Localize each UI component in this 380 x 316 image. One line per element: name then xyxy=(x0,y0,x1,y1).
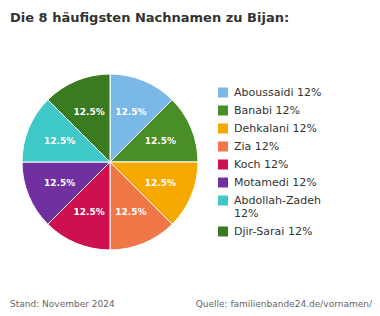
legend-swatch xyxy=(218,178,228,188)
legend-swatch xyxy=(218,160,228,170)
legend-swatch xyxy=(218,88,228,98)
footer-note: Stand: November 2024 xyxy=(10,299,115,309)
data-label: 12.5% xyxy=(44,178,75,188)
legend-entry: Abdollah-Zadeh12% xyxy=(234,194,321,220)
data-label: 12.5% xyxy=(115,207,146,217)
data-label: 12.5% xyxy=(44,136,75,146)
slice xyxy=(110,162,172,250)
legend-swatch xyxy=(218,196,228,206)
legend-swatch xyxy=(218,106,228,116)
data-label: 12.5% xyxy=(74,207,105,217)
legend-entry: Aboussaidi 12% xyxy=(234,86,321,99)
legend-entry: Zia 12% xyxy=(234,140,279,153)
legend-entry: Banabi 12% xyxy=(234,104,300,117)
data-labels: 12.5% 12.5% 12.5% 12.5% 12.5% 12.5% 12.5% 12.5% xyxy=(44,107,176,218)
legend: Aboussaidi 12% Banabi 12% Dehkalani 12% Zia… xyxy=(218,86,321,238)
legend-entry: Koch 12% xyxy=(234,158,288,171)
legend-entry: Dehkalani 12% xyxy=(234,122,317,135)
chart-container: Die 8 häufigsten Nachnamen zu Bijan: 12.5… xyxy=(0,0,380,316)
data-label: 12.5% xyxy=(145,136,176,146)
title: Die 8 häufigsten Nachnamen zu Bijan: xyxy=(10,10,289,25)
legend-entry: Djir-Sarai 12% xyxy=(234,225,312,238)
legend-swatch xyxy=(218,124,228,134)
data-label: 12.5% xyxy=(145,178,176,188)
data-label: 12.5% xyxy=(74,107,105,117)
chart: Die 8 häufigsten Nachnamen zu Bijan: 12.5… xyxy=(0,0,380,316)
legend-swatch xyxy=(218,142,228,152)
legend-swatch xyxy=(218,227,228,237)
slice xyxy=(110,100,198,162)
legend-entry: Motamedi 12% xyxy=(234,176,317,189)
data-label: 12.5% xyxy=(115,107,146,117)
footer-note: Quelle: familienbande24.de/vornamen/ xyxy=(196,299,373,309)
slice xyxy=(22,162,110,224)
slices xyxy=(22,74,198,250)
slice xyxy=(48,74,110,162)
